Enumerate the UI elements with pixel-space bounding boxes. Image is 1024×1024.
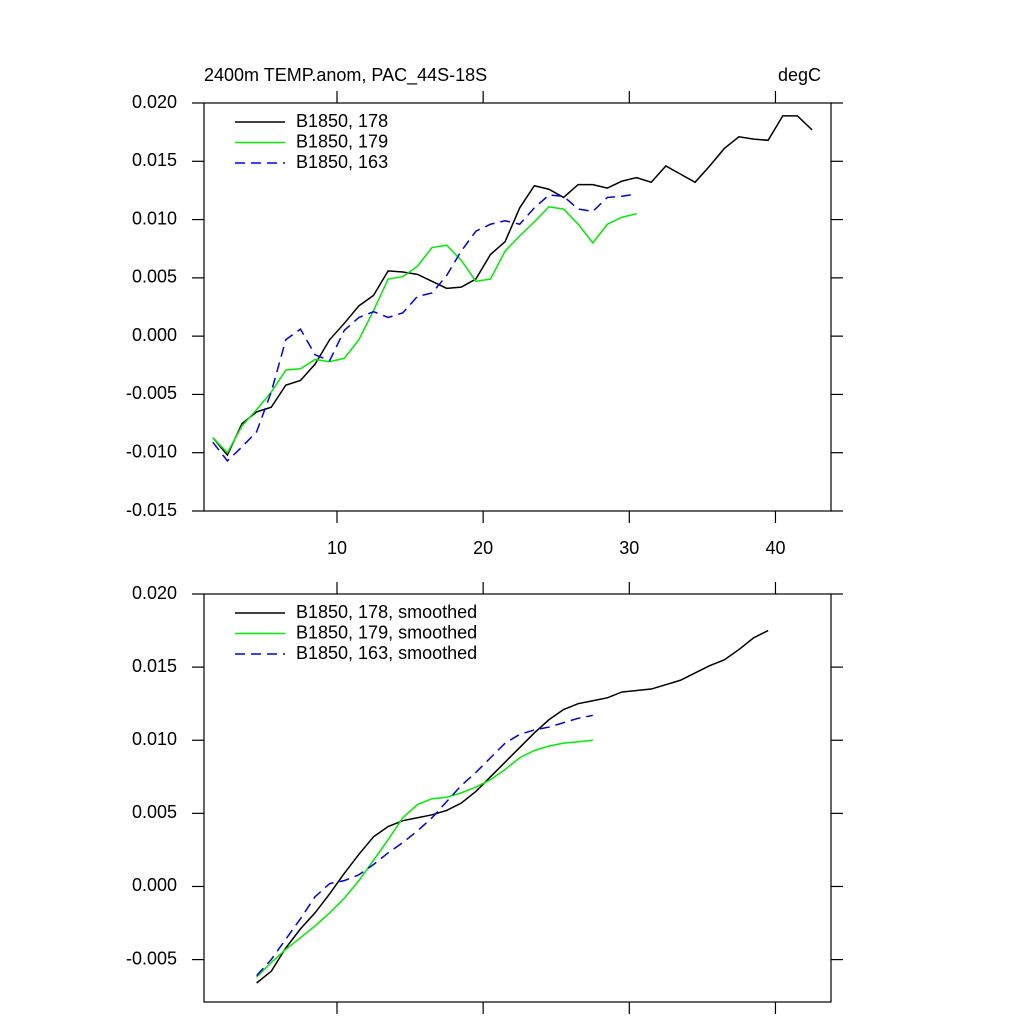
y-tick-label: -0.005 <box>126 948 177 968</box>
x-tick-label: 20 <box>473 538 493 558</box>
series-line <box>212 193 637 462</box>
series-line <box>256 629 769 984</box>
y-tick-label: 0.005 <box>132 802 177 822</box>
units-label: degC <box>778 65 821 85</box>
legend-label: B1850, 163, smoothed <box>296 643 477 663</box>
y-tick-label: -0.015 <box>126 500 177 520</box>
legend-label: B1850, 163 <box>296 152 388 172</box>
x-tick-label: 30 <box>619 538 639 558</box>
y-tick-label: 0.015 <box>132 150 177 170</box>
y-tick-label: -0.010 <box>126 441 177 461</box>
y-tick-label: 0.000 <box>132 325 177 345</box>
y-tick-label: 0.020 <box>132 92 177 112</box>
legend-label: B1850, 178 <box>296 111 388 131</box>
y-tick-label: 0.020 <box>132 583 177 603</box>
y-tick-label: 0.010 <box>132 208 177 228</box>
x-tick-label: 10 <box>327 538 347 558</box>
y-tick-label: 0.005 <box>132 267 177 287</box>
series-line <box>256 714 593 977</box>
x-tick-label: 40 <box>765 538 785 558</box>
y-tick-label: 0.000 <box>132 875 177 895</box>
chart-title: 2400m TEMP.anom, PAC_44S-18S <box>204 65 487 86</box>
series-line <box>212 115 813 457</box>
y-tick-label: 0.010 <box>132 729 177 749</box>
legend-label: B1850, 179 <box>296 131 388 151</box>
legend-label: B1850, 178, smoothed <box>296 602 477 622</box>
plot-frame <box>203 593 832 1003</box>
legend-label: B1850, 179, smoothed <box>296 622 477 642</box>
plot-frame <box>203 102 832 512</box>
y-tick-label: 0.015 <box>132 656 177 676</box>
series-line <box>212 205 637 454</box>
series-line <box>256 739 593 978</box>
y-tick-label: -0.005 <box>126 383 177 403</box>
